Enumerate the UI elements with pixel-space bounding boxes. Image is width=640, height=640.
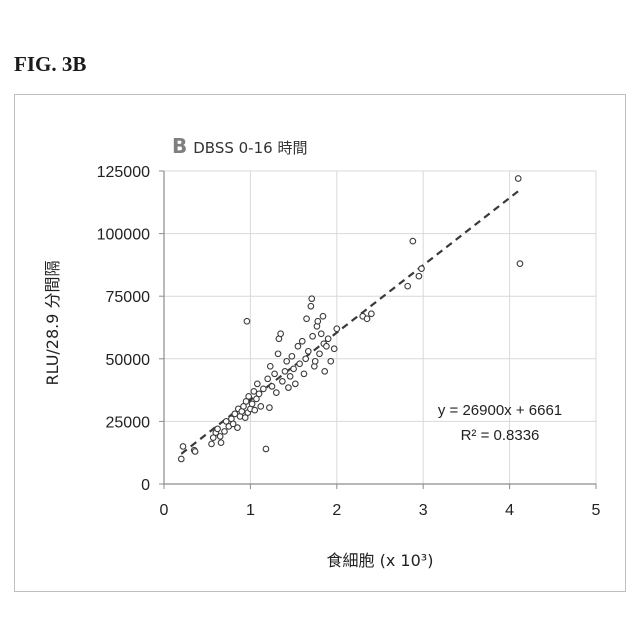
y-tick-label: 125000 (97, 164, 150, 181)
trendline-equation: y = 26900x + 6661 (438, 402, 562, 419)
data-point (318, 331, 324, 337)
data-point (255, 381, 261, 387)
data-point (287, 374, 293, 380)
x-tick-label: 5 (592, 502, 601, 519)
x-tick-label: 3 (419, 502, 428, 519)
data-point (419, 266, 425, 272)
x-tick-label: 1 (246, 502, 255, 519)
data-point (291, 366, 297, 372)
data-point (315, 318, 321, 324)
data-point (303, 356, 309, 362)
data-point (364, 316, 370, 322)
data-point (265, 376, 271, 382)
data-point (320, 313, 326, 319)
y-tick-label: 75000 (106, 289, 151, 306)
data-point (309, 296, 315, 302)
data-point (180, 444, 186, 450)
data-point (284, 359, 290, 365)
data-point (249, 401, 255, 407)
data-point (325, 336, 331, 342)
data-point (278, 331, 284, 337)
data-point (286, 385, 292, 391)
data-point (289, 353, 295, 359)
data-point (274, 390, 280, 396)
x-tick-label: 0 (160, 502, 169, 519)
x-tick-label: 2 (332, 502, 341, 519)
y-tick-label: 50000 (106, 352, 151, 369)
data-point (222, 429, 228, 435)
data-point (308, 303, 314, 309)
data-point (517, 261, 523, 267)
data-point (178, 456, 184, 462)
data-point (217, 434, 223, 440)
data-point (322, 369, 328, 375)
data-point (258, 404, 264, 410)
data-point (275, 351, 281, 357)
data-point (416, 273, 422, 279)
x-tick-label: 4 (505, 502, 514, 519)
r-squared: R² = 0.8336 (461, 427, 540, 444)
data-point (272, 371, 278, 377)
data-point (301, 371, 307, 377)
data-point (267, 405, 273, 411)
data-point (261, 386, 267, 392)
y-tick-label: 100000 (97, 227, 150, 244)
data-point (369, 311, 375, 317)
data-point (267, 364, 273, 370)
data-point (405, 283, 411, 289)
data-point (312, 359, 318, 365)
data-point (269, 384, 275, 390)
data-point (310, 333, 316, 339)
data-point (304, 316, 310, 322)
data-point (305, 348, 311, 354)
y-tick-label: 0 (141, 477, 150, 494)
data-point (235, 425, 241, 431)
data-point (295, 343, 301, 349)
y-axis-label: RLU/28.9 分間隔 (43, 260, 62, 385)
data-point (293, 381, 299, 387)
data-point (256, 391, 262, 397)
data-point (215, 426, 221, 432)
data-point (252, 407, 258, 413)
data-point (297, 361, 303, 367)
data-point (299, 338, 305, 344)
data-point (317, 351, 323, 357)
data-point (324, 343, 330, 349)
data-point (209, 441, 215, 447)
y-tick-label: 25000 (106, 414, 151, 431)
data-point (328, 359, 334, 365)
data-point (515, 176, 521, 182)
data-point (282, 369, 288, 375)
data-point (263, 446, 269, 452)
data-point (246, 394, 252, 400)
data-point (192, 449, 198, 455)
x-axis-label: 食細胞 (x 10³) (327, 551, 434, 570)
data-point (410, 238, 416, 244)
data-point (280, 379, 286, 385)
tick-labels: 0 1 2 3 4 5 0 25000 50000 75000 100000 125000 (97, 164, 601, 519)
data-point (218, 440, 224, 446)
data-point (244, 318, 250, 324)
data-point (334, 326, 340, 332)
data-point (331, 346, 337, 352)
